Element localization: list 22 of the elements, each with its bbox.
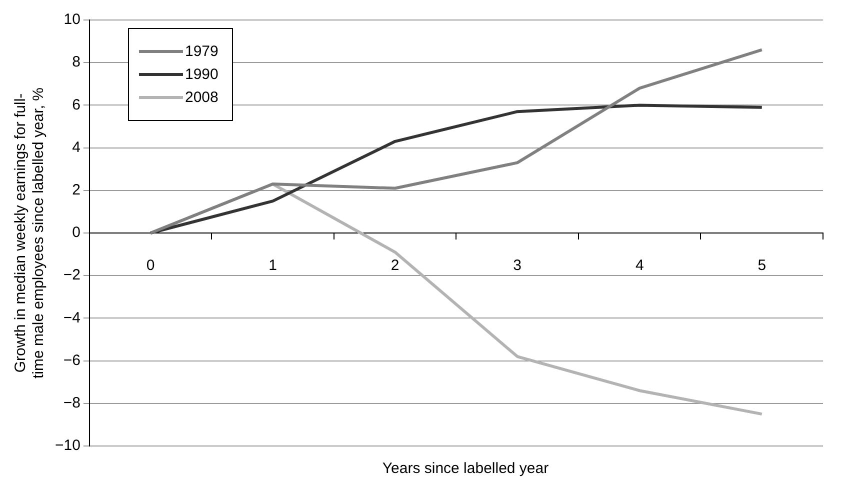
y-tick-label: 8 bbox=[72, 54, 80, 71]
y-tick-label: 6 bbox=[72, 96, 80, 114]
x-tick-label: 4 bbox=[635, 257, 644, 274]
x-tick-label: 1 bbox=[268, 257, 278, 274]
legend-label: 2008 bbox=[185, 89, 218, 106]
y-tick-label: −4 bbox=[63, 309, 80, 326]
x-axis-title: Years since labelled year bbox=[381, 460, 550, 477]
y-tick-label: −8 bbox=[63, 394, 80, 412]
x-tick-label: 3 bbox=[513, 257, 522, 274]
x-tick-label: 5 bbox=[758, 257, 766, 274]
x-tick-label: 2 bbox=[390, 257, 400, 274]
legend-label: 1990 bbox=[185, 66, 218, 83]
y-tick-label: 10 bbox=[64, 11, 80, 28]
y-tick-label: −2 bbox=[63, 266, 80, 284]
y-tick-label: 2 bbox=[72, 182, 80, 199]
y-tick-label: 4 bbox=[72, 138, 80, 156]
y-tick-label: 0 bbox=[72, 224, 80, 242]
legend-label: 1979 bbox=[185, 43, 218, 60]
y-tick-label: −6 bbox=[63, 352, 80, 369]
y-tick-label: −10 bbox=[54, 437, 80, 454]
x-tick-label: 0 bbox=[146, 257, 155, 274]
y-axis-title: Growth in median weekly earnings for full-time male employees since labelled year, % bbox=[12, 88, 48, 378]
